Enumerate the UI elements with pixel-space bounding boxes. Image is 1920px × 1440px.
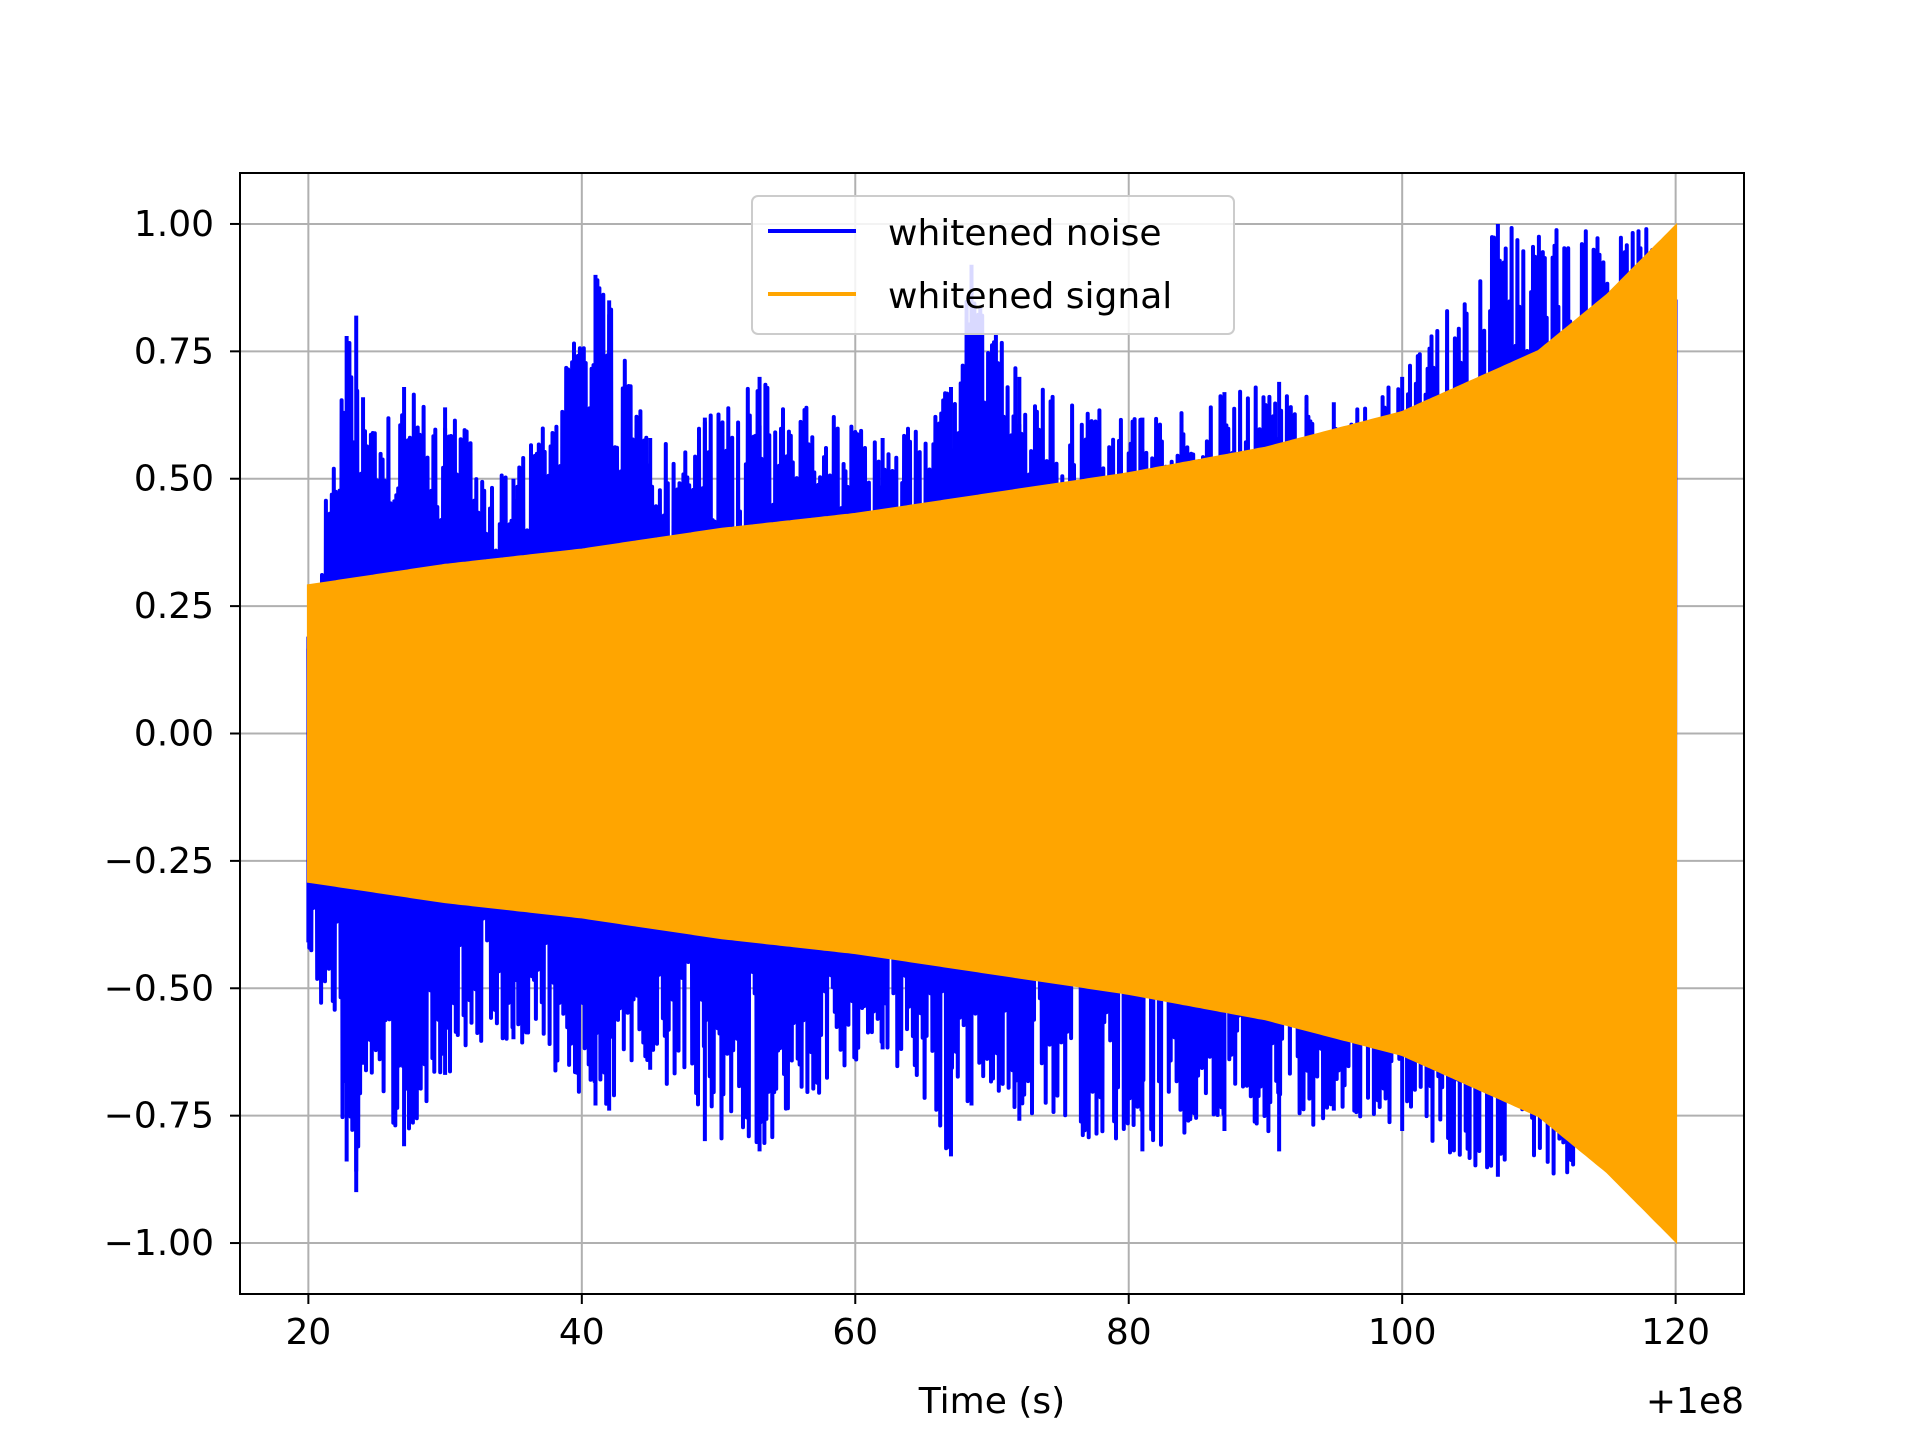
series-band-whitened-signal [306,222,1678,1245]
x-tick-label: 100 [1368,1312,1437,1353]
x-tick-label: 20 [285,1312,331,1353]
y-tick-label: 1.00 [134,204,214,245]
x-tick-label: 40 [559,1312,605,1353]
y-tick-label: 0.00 [134,714,214,755]
legend-box [751,195,1235,335]
x-axis-label: Time (s) [918,1381,1065,1422]
x-axis-offset-label: +1e8 [1646,1381,1744,1422]
x-tick-label: 60 [832,1312,878,1353]
y-tick-label: −0.25 [104,841,214,882]
legend: whitened noise whitened signal [751,195,1235,335]
y-tick-label: −1.00 [104,1223,214,1264]
y-axis: 1.00 0.75 0.50 0.25 0.00 −0.25 −0.50 −0.75 −1.00 [104,204,240,1264]
y-tick-label: 0.75 [134,331,214,372]
series-layer [306,222,1678,1245]
y-tick-label: 0.25 [134,586,214,627]
legend-label-noise: whitened noise [888,213,1162,254]
x-axis: 20 40 60 80 100 120 [285,1294,1710,1353]
x-tick-label: 80 [1106,1312,1152,1353]
y-tick-label: −0.75 [104,1096,214,1137]
y-tick-label: 0.50 [134,459,214,500]
legend-label-signal: whitened signal [888,276,1172,317]
y-tick-label: −0.50 [104,968,214,1009]
x-tick-label: 120 [1641,1312,1710,1353]
